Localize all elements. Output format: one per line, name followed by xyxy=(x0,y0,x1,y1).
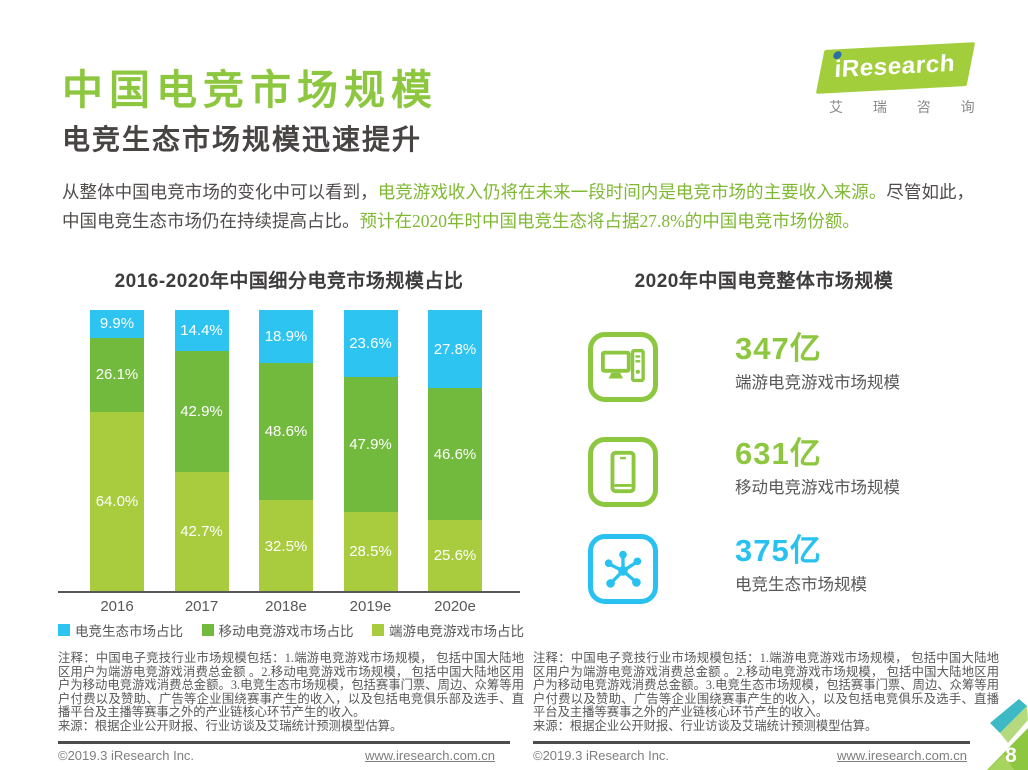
bar-value-label: 18.9% xyxy=(264,328,308,346)
chart-title: 2016-2020年中国细分电竞市场规模占比 xyxy=(114,271,464,292)
bar-segment: 42.9% xyxy=(174,350,229,472)
total-market-stats-section: 2020年中国电竞整体市场规模 347亿 端游电竞游戏市场规模 xyxy=(533,258,995,650)
legend-label: 端游电竞游戏市场占比 xyxy=(389,624,524,639)
bar-value-label: 42.9% xyxy=(180,402,223,420)
notes-left: 注释：中国电子竞技行业市场规模包括：1.端游电竞游戏市场规模， 包括中国大陆地区… xyxy=(58,651,524,734)
notes-right: 注释：中国电子竞技行业市场规模包括：1.端游电竞游戏市场规模， 包括中国大陆地区… xyxy=(533,651,999,734)
bar-value-label: 46.6% xyxy=(433,445,477,463)
bar-segment: 23.6% xyxy=(343,310,398,377)
x-axis-label: 2020e xyxy=(434,598,476,615)
stat-value: 347亿 xyxy=(735,331,822,366)
footer-right: ©2019.3 iResearch Inc. www.iresearch.com… xyxy=(533,748,967,763)
intro-text: 从整体中国电竞市场的变化中可以看到， xyxy=(62,182,378,202)
stats-title: 2020年中国电竞整体市场规模 xyxy=(634,271,894,292)
bar-value-label: 48.6% xyxy=(264,423,308,441)
mobile-icon xyxy=(588,437,658,507)
source-text: 来源：根据企业公开财报、行业访谈及艾瑞统计预测模型估算。 xyxy=(533,718,878,733)
stat-item-ecosystem: 375亿 电竞生态市场规模 xyxy=(588,534,988,606)
bar-segment: 14.4% xyxy=(174,310,229,351)
bar-segment: 28.5% xyxy=(343,511,398,592)
stat-label: 移动电竞游戏市场规模 xyxy=(735,478,900,497)
footer-left: ©2019.3 iResearch Inc. www.iresearch.com… xyxy=(58,748,495,763)
stat-item-pc: 347亿 端游电竞游戏市场规模 xyxy=(588,332,988,404)
legend-item: 端游电竞游戏市场占比 xyxy=(372,620,524,640)
bar-value-label: 47.9% xyxy=(349,435,392,453)
bar-value-label: 27.8% xyxy=(433,340,477,358)
legend-item: 电竞生态市场占比 xyxy=(58,620,183,640)
x-axis-label: 2016 xyxy=(100,598,134,615)
bar-segment: 25.6% xyxy=(428,519,482,592)
bar-value-label: 64.0% xyxy=(95,493,139,511)
bar-segment: 27.8% xyxy=(428,310,482,389)
bar-segment: 47.9% xyxy=(343,376,398,512)
desktop-icon xyxy=(588,332,658,402)
network-icon xyxy=(588,534,658,604)
website-link[interactable]: www.iresearch.com.cn xyxy=(364,748,495,763)
website-link[interactable]: www.iresearch.com.cn xyxy=(836,748,967,763)
source-text: 来源：根据企业公开财报、行业访谈及艾瑞统计预测模型估算。 xyxy=(58,718,403,733)
stat-item-mobile: 631亿 移动电竞游戏市场规模 xyxy=(588,437,988,509)
bar-segment: 26.1% xyxy=(90,337,144,412)
logo-mark: iResearch xyxy=(816,42,976,94)
stat-value: 631亿 xyxy=(735,436,822,471)
x-axis-label: 2019e xyxy=(349,598,392,615)
bar-segment: 32.5% xyxy=(259,500,313,592)
page-title: 中国电竞市场规模 xyxy=(62,67,438,113)
legend-item: 移动电竞游戏市场占比 xyxy=(201,620,354,640)
legend-swatch-icon xyxy=(58,624,70,636)
x-axis-label: 2018e xyxy=(265,598,307,615)
bar-2019e: 23.6% 47.9% 28.5% xyxy=(343,310,398,592)
legend-label: 移动电竞游戏市场占比 xyxy=(218,624,354,639)
stat-label: 电竞生态市场规模 xyxy=(735,575,867,594)
bar-value-label: 28.5% xyxy=(349,543,392,561)
bar-segment: 18.9% xyxy=(259,310,313,364)
legend-swatch-icon xyxy=(201,624,214,636)
footer-divider-left xyxy=(58,741,510,744)
bar-value-label: 26.1% xyxy=(95,366,139,384)
stat-label: 端游电竞游戏市场规模 xyxy=(735,373,900,392)
x-axis-line xyxy=(58,591,520,593)
logo-brand-text: iResearch xyxy=(834,50,957,84)
note-text: 注释：中国电子竞技行业市场规模包括：1.端游电竞游戏市场规模， 包括中国大陆地区… xyxy=(58,651,524,720)
intro-text: 尽管如此，中国电竞生态市场仍在持续提高占比。 xyxy=(62,182,975,231)
copyright-text: ©2019.3 iResearch Inc. xyxy=(533,748,670,763)
bar-value-label: 23.6% xyxy=(349,334,392,352)
iresearch-logo: iResearch 艾 瑞 咨 询 xyxy=(816,42,988,117)
footer-divider-right xyxy=(533,741,970,744)
copyright-text: ©2019.3 iResearch Inc. xyxy=(58,748,195,763)
intro-highlight-text: 预计在2020年时中国电竞生态将占据27.8%的中国电竞市场份额。 xyxy=(359,210,860,231)
logo-chinese-name: 艾 瑞 咨 询 xyxy=(829,99,988,115)
chart-legend: 电竞生态市场占比 移动电竞游戏市场占比 端游电竞游戏市场占比 xyxy=(58,620,524,640)
bar-2018e: 18.9% 48.6% 32.5% xyxy=(259,310,313,592)
page-corner-decoration: 8 xyxy=(987,699,1028,770)
x-axis-label: 2017 xyxy=(184,598,219,615)
market-share-chart-section: 2016-2020年中国细分电竞市场规模占比 9.9% 26.1% 64.0% 14.… xyxy=(58,258,524,650)
page-subtitle: 电竞生态市场规模迅速提升 xyxy=(62,125,423,156)
intro-highlight-text: 电竞游戏收入仍将在未来一段时间内是电竞市场的主要收入来源。 xyxy=(377,182,887,202)
bar-value-label: 9.9% xyxy=(99,315,135,333)
bar-segment: 42.7% xyxy=(174,471,229,592)
bar-value-label: 42.7% xyxy=(180,523,223,541)
bars: 9.9% 26.1% 64.0% 14.4% 42.9% 42.7% 18.9% 48.6% 3… xyxy=(90,310,482,592)
note-text: 注释：中国电子竞技行业市场规模包括：1.端游电竞游戏市场规模， 包括中国大陆地区… xyxy=(533,651,999,720)
bar-segment: 64.0% xyxy=(90,411,144,592)
legend-swatch-icon xyxy=(372,624,384,636)
bar-segment: 46.6% xyxy=(428,388,482,520)
stat-value: 375亿 xyxy=(735,533,822,568)
x-axis-labels: 2016 2017 2018e 2019e 2020e xyxy=(90,598,482,615)
bar-2020e: 27.8% 46.6% 25.6% xyxy=(428,310,482,592)
page-number: 8 xyxy=(1005,744,1017,767)
bar-value-label: 25.6% xyxy=(433,547,477,565)
bar-segment: 9.9% xyxy=(90,310,144,338)
bar-value-label: 32.5% xyxy=(264,537,308,555)
intro-paragraph: 从整体中国电竞市场的变化中可以看到，电竞游戏收入仍将在未来一段时间内是电竞市场的… xyxy=(62,178,974,235)
bar-2016: 9.9% 26.1% 64.0% xyxy=(90,310,144,592)
bar-2017: 14.4% 42.9% 42.7% xyxy=(174,310,229,592)
bar-value-label: 14.4% xyxy=(180,321,223,339)
legend-label: 电竞生态市场占比 xyxy=(75,624,183,639)
bar-segment: 48.6% xyxy=(259,363,313,501)
